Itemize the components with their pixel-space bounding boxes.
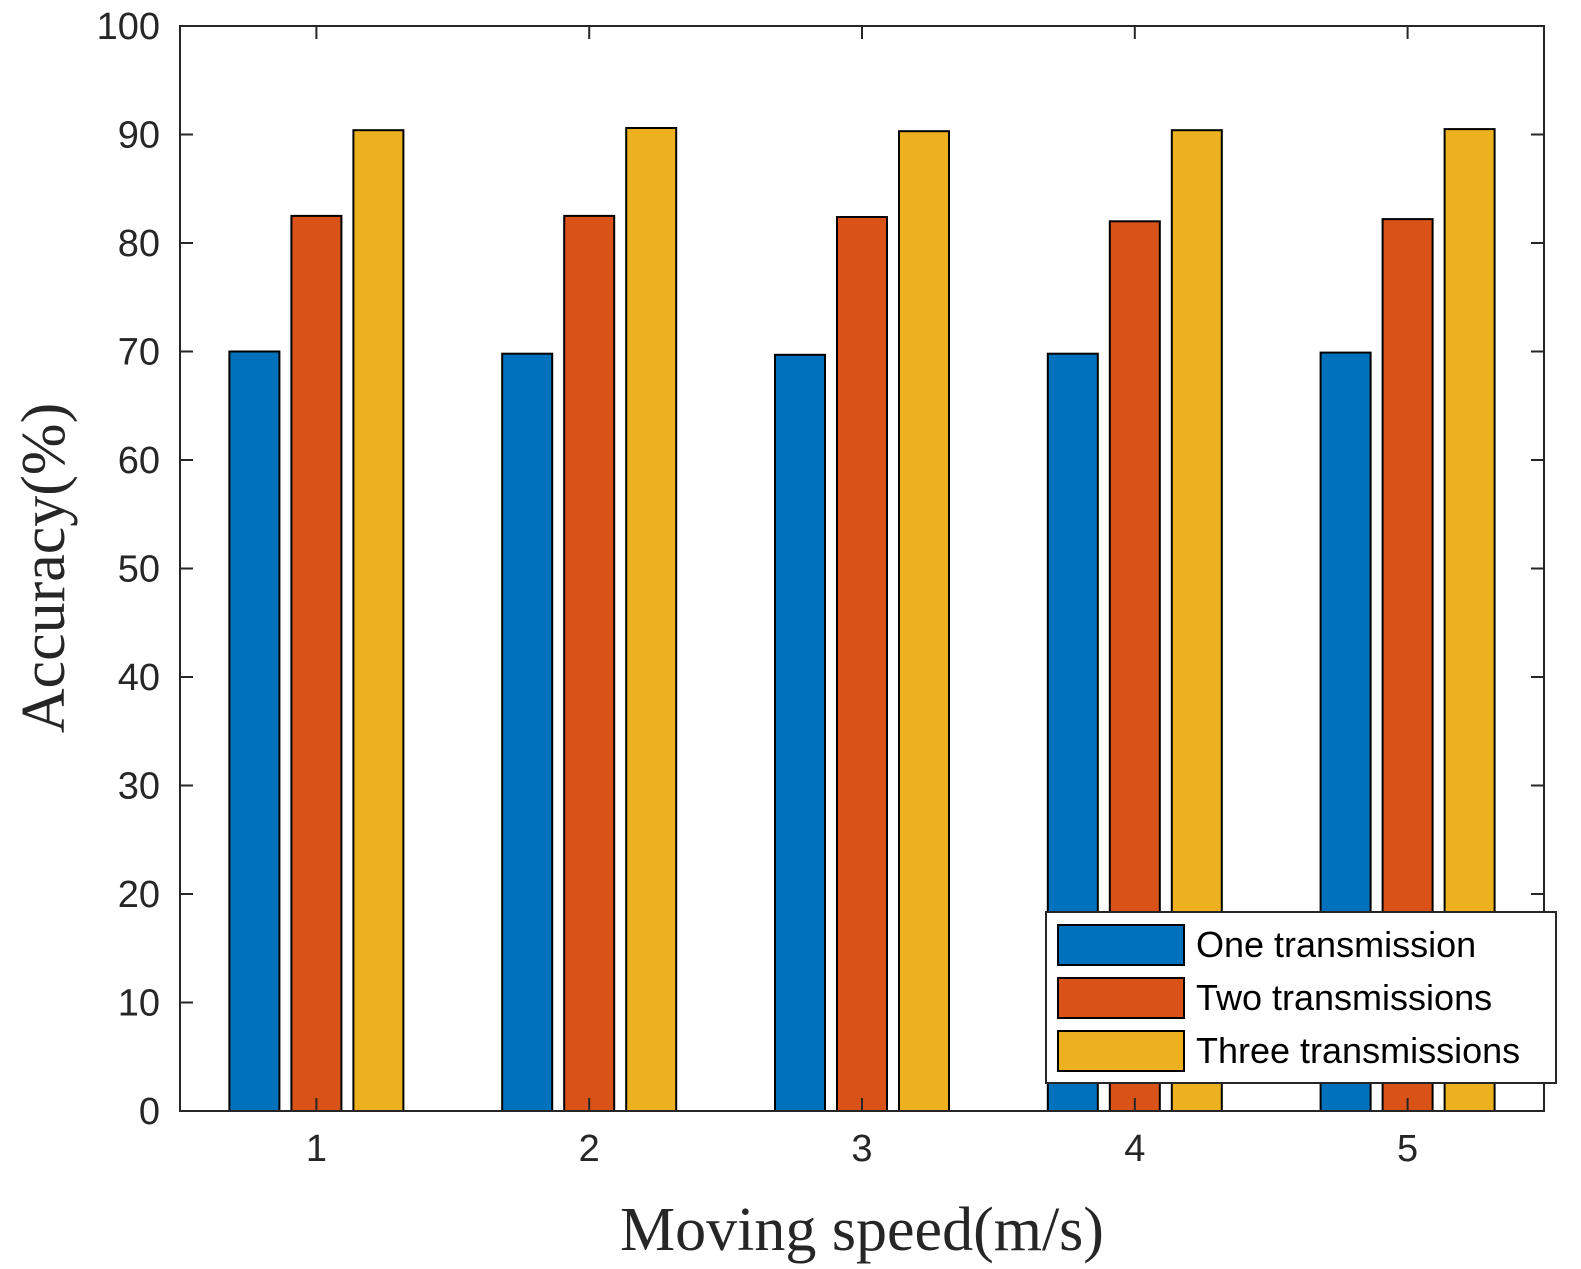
bar-two-transmissions-2 bbox=[563, 214, 616, 1112]
legend: One transmission Two transmissions Three t… bbox=[1045, 911, 1557, 1084]
plot-area-frame bbox=[179, 25, 1545, 1112]
legend-label-two-transmissions: Two transmissions bbox=[1196, 977, 1492, 1018]
y-tick-label-30: 30 bbox=[118, 766, 160, 808]
x-tick-label-5: 5 bbox=[1397, 1128, 1418, 1170]
y-tick-label-90: 90 bbox=[118, 115, 160, 157]
bar-two-transmissions-1 bbox=[290, 214, 343, 1112]
bar-three-transmissions-3 bbox=[898, 130, 950, 1112]
y-tick-label-100: 100 bbox=[97, 6, 160, 48]
x-tick-label-1: 1 bbox=[306, 1128, 327, 1170]
bar-one-transmission-2 bbox=[501, 352, 554, 1112]
bar-two-transmissions-3 bbox=[836, 216, 888, 1112]
x-tick-label-2: 2 bbox=[579, 1128, 600, 1170]
legend-swatch-two-transmissions bbox=[1057, 977, 1185, 1019]
y-tick-label-20: 20 bbox=[118, 874, 160, 916]
x-tick-label-3: 3 bbox=[851, 1128, 872, 1170]
bar-three-transmissions-1 bbox=[352, 129, 405, 1112]
y-tick-label-10: 10 bbox=[118, 983, 160, 1025]
y-tick-label-60: 60 bbox=[118, 440, 160, 482]
legend-label-three-transmissions: Three transmissions bbox=[1196, 1030, 1520, 1071]
legend-swatch-one-transmission bbox=[1057, 924, 1185, 966]
legend-label-one-transmission: One transmission bbox=[1196, 924, 1476, 965]
x-tick-labels: 1 2 3 4 5 bbox=[306, 1128, 1418, 1170]
y-tick-label-80: 80 bbox=[118, 223, 160, 265]
y-axis-title: Accuracy(%) bbox=[10, 403, 78, 733]
y-tick-label-50: 50 bbox=[118, 549, 160, 591]
legend-swatch-three-transmissions bbox=[1057, 1030, 1185, 1072]
bar-one-transmission-1 bbox=[228, 350, 281, 1112]
y-tick-label-0: 0 bbox=[139, 1091, 160, 1133]
y-tick-label-40: 40 bbox=[118, 657, 160, 699]
bar-one-transmission-3 bbox=[774, 353, 826, 1112]
bar-three-transmissions-2 bbox=[625, 127, 678, 1112]
y-tick-label-70: 70 bbox=[118, 332, 160, 374]
y-tick-labels: 0 10 20 30 40 50 60 70 80 90 100 bbox=[97, 6, 160, 1133]
x-axis-title: Moving speed(m/s) bbox=[620, 1196, 1104, 1264]
x-tick-label-4: 4 bbox=[1124, 1128, 1145, 1170]
